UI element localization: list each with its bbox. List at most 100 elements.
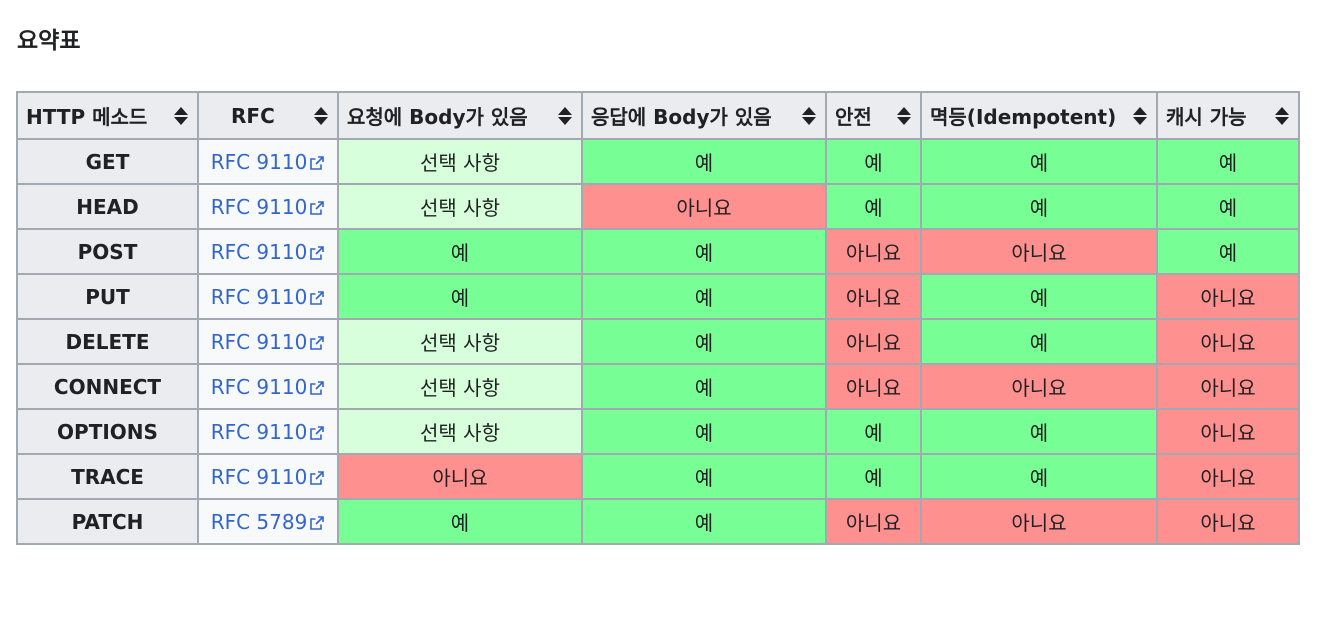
column-header-request-body[interactable]: 요청에 Body가 있음 xyxy=(337,91,583,140)
safe-cell: 아니요 xyxy=(825,273,922,320)
column-header-safe[interactable]: 안전 xyxy=(825,91,922,140)
request-body-cell: 예 xyxy=(337,273,583,320)
cacheable-cell: 예 xyxy=(1156,138,1300,185)
external-link-icon xyxy=(310,515,325,530)
sort-icon[interactable] xyxy=(1274,106,1290,126)
rfc-link[interactable]: RFC 9110 xyxy=(210,194,308,219)
cacheable-cell: 아니요 xyxy=(1156,363,1300,410)
response-body-cell: 예 xyxy=(581,498,827,545)
request-body-cell: 선택 사항 xyxy=(337,183,583,230)
cacheable-cell: 아니요 xyxy=(1156,408,1300,455)
table-row: POST RFC 9110 예 예 아니요 아니요 예 xyxy=(16,228,1300,275)
rfc-cell: RFC 9110 xyxy=(197,138,339,185)
external-link-icon xyxy=(310,335,325,350)
method-cell: POST xyxy=(16,228,199,275)
idempotent-cell: 예 xyxy=(920,138,1158,185)
method-cell: DELETE xyxy=(16,318,199,365)
column-header-rfc[interactable]: RFC xyxy=(197,91,339,140)
rfc-cell: RFC 9110 xyxy=(197,273,339,320)
request-body-cell: 선택 사항 xyxy=(337,318,583,365)
rfc-cell: RFC 9110 xyxy=(197,318,339,365)
rfc-cell: RFC 9110 xyxy=(197,228,339,275)
method-cell: CONNECT xyxy=(16,363,199,410)
safe-cell: 아니요 xyxy=(825,498,922,545)
rfc-cell: RFC 9110 xyxy=(197,183,339,230)
response-body-cell: 예 xyxy=(581,138,827,185)
column-header-label: 캐시 가능 xyxy=(1166,105,1247,129)
table-row: OPTIONS RFC 9110 선택 사항 예 예 예 아니요 xyxy=(16,408,1300,455)
sort-icon[interactable] xyxy=(313,106,329,126)
table-row: TRACE RFC 9110 아니요 예 예 예 아니요 xyxy=(16,453,1300,500)
sort-icon[interactable] xyxy=(1132,106,1148,126)
safe-cell: 아니요 xyxy=(825,318,922,365)
response-body-cell: 예 xyxy=(581,273,827,320)
external-link-icon xyxy=(310,290,325,305)
column-header-label: 요청에 Body가 있음 xyxy=(347,105,528,129)
request-body-cell: 예 xyxy=(337,228,583,275)
method-cell: OPTIONS xyxy=(16,408,199,455)
response-body-cell: 예 xyxy=(581,318,827,365)
sort-icon[interactable] xyxy=(557,106,573,126)
cacheable-cell: 예 xyxy=(1156,183,1300,230)
cacheable-cell: 아니요 xyxy=(1156,498,1300,545)
column-header-label: HTTP 메소드 xyxy=(26,105,148,129)
method-cell: PUT xyxy=(16,273,199,320)
header-row: HTTP 메소드 RFC 요청에 Body가 있음 응답에 Body가 있음 안… xyxy=(16,91,1300,140)
rfc-link[interactable]: RFC 9110 xyxy=(210,284,308,309)
rfc-link[interactable]: RFC 9110 xyxy=(210,149,308,174)
table-row: DELETE RFC 9110 선택 사항 예 아니요 예 아니요 xyxy=(16,318,1300,365)
safe-cell: 예 xyxy=(825,453,922,500)
method-cell: HEAD xyxy=(16,183,199,230)
column-header-label: 응답에 Body가 있음 xyxy=(591,105,772,129)
safe-cell: 예 xyxy=(825,138,922,185)
rfc-link[interactable]: RFC 5789 xyxy=(210,509,308,534)
idempotent-cell: 예 xyxy=(920,318,1158,365)
column-header-label: RFC xyxy=(231,103,275,128)
table-row: PUT RFC 9110 예 예 아니요 예 아니요 xyxy=(16,273,1300,320)
sort-icon[interactable] xyxy=(173,106,189,126)
rfc-cell: RFC 9110 xyxy=(197,408,339,455)
response-body-cell: 예 xyxy=(581,363,827,410)
section-heading: 요약표 xyxy=(17,28,81,54)
cacheable-cell: 아니요 xyxy=(1156,453,1300,500)
response-body-cell: 아니요 xyxy=(581,183,827,230)
http-methods-summary-table: HTTP 메소드 RFC 요청에 Body가 있음 응답에 Body가 있음 안… xyxy=(16,91,1300,545)
rfc-cell: RFC 9110 xyxy=(197,453,339,500)
safe-cell: 예 xyxy=(825,408,922,455)
column-header-response-body[interactable]: 응답에 Body가 있음 xyxy=(581,91,827,140)
column-header-idempotent[interactable]: 멱등(Idempotent) xyxy=(920,91,1158,140)
rfc-cell: RFC 5789 xyxy=(197,498,339,545)
method-cell: TRACE xyxy=(16,453,199,500)
table-row: GET RFC 9110 선택 사항 예 예 예 예 xyxy=(16,138,1300,185)
request-body-cell: 선택 사항 xyxy=(337,408,583,455)
table-row: HEAD RFC 9110 선택 사항 아니요 예 예 예 xyxy=(16,183,1300,230)
safe-cell: 아니요 xyxy=(825,363,922,410)
safe-cell: 예 xyxy=(825,183,922,230)
column-header-cacheable[interactable]: 캐시 가능 xyxy=(1156,91,1300,140)
method-cell: GET xyxy=(16,138,199,185)
idempotent-cell: 예 xyxy=(920,183,1158,230)
rfc-link[interactable]: RFC 9110 xyxy=(210,419,308,444)
rfc-link[interactable]: RFC 9110 xyxy=(210,464,308,489)
response-body-cell: 예 xyxy=(581,408,827,455)
sort-icon[interactable] xyxy=(801,106,817,126)
rfc-link[interactable]: RFC 9110 xyxy=(210,329,308,354)
sort-icon[interactable] xyxy=(896,106,912,126)
rfc-cell: RFC 9110 xyxy=(197,363,339,410)
rfc-link[interactable]: RFC 9110 xyxy=(210,239,308,264)
column-header-method[interactable]: HTTP 메소드 xyxy=(16,91,199,140)
response-body-cell: 예 xyxy=(581,228,827,275)
idempotent-cell: 아니요 xyxy=(920,228,1158,275)
column-header-label: 멱등(Idempotent) xyxy=(930,105,1117,129)
external-link-icon xyxy=(310,155,325,170)
cacheable-cell: 아니요 xyxy=(1156,318,1300,365)
request-body-cell: 아니요 xyxy=(337,453,583,500)
request-body-cell: 예 xyxy=(337,498,583,545)
request-body-cell: 선택 사항 xyxy=(337,363,583,410)
cacheable-cell: 예 xyxy=(1156,228,1300,275)
external-link-icon xyxy=(310,470,325,485)
external-link-icon xyxy=(310,245,325,260)
idempotent-cell: 예 xyxy=(920,408,1158,455)
rfc-link[interactable]: RFC 9110 xyxy=(210,374,308,399)
external-link-icon xyxy=(310,425,325,440)
